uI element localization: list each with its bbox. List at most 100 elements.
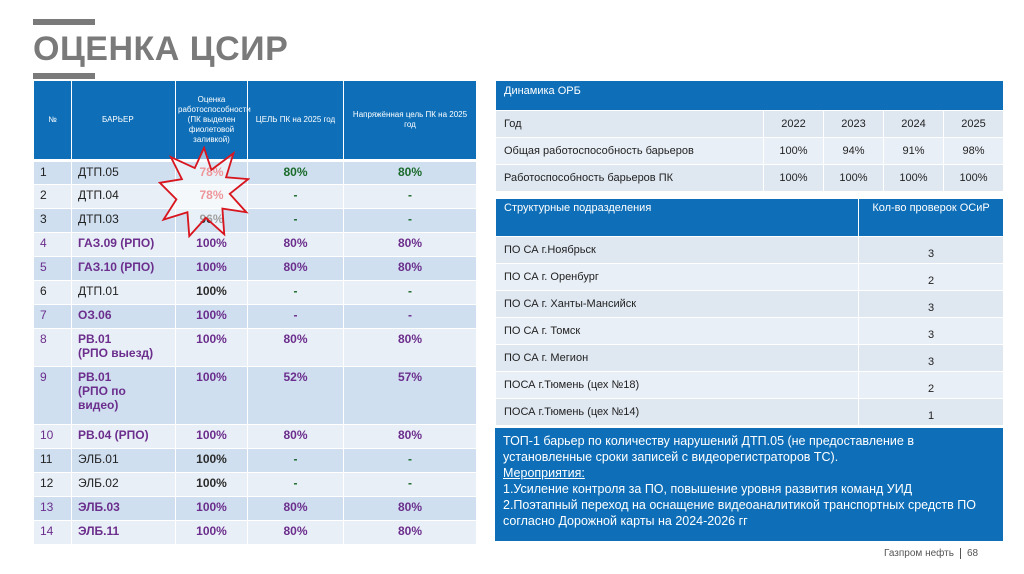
barrier-line: РВ.01 [78,370,112,384]
row-strained-goal: - [343,208,477,233]
col-barrier: БАРЬЕР [71,80,176,161]
barriers-table-header: № БАРЬЕР Оценка работоспособности (ПК вы… [33,80,477,161]
row-barrier: ДТП.05 [71,159,176,185]
row-number: 12 [33,472,72,497]
row-number: 13 [33,496,72,521]
row-goal: - [247,208,344,233]
row-strained-goal: 80% [343,520,477,545]
units-row: ПО СА г. Томск 3 [495,317,1004,345]
row-number: 5 [33,256,72,281]
highlight-star [158,146,250,238]
footer-separator [959,548,961,559]
row-number: 3 [33,208,72,233]
row-number: 14 [33,520,72,545]
orb-value: 91% [883,137,944,165]
table-row: 4 ГАЗ.09 (РПО) 100% 80% 80% [33,232,477,257]
year-2022: 2022 [763,110,824,138]
table-row: 12 ЭЛБ.02 100% - - [33,472,477,497]
orb-row-label: Работоспособность барьеров ПК [495,164,764,192]
row-score: 100% [175,280,248,305]
row-barrier: РВ.01 (РПО по видео) [71,366,176,425]
unit-name: ПО СА г.Ноябрьск [495,236,859,264]
unit-count: 3 [858,344,1004,372]
row-score: 100% [175,366,248,425]
row-score: 100% [175,448,248,473]
units-row: ПО СА г.Ноябрьск 3 [495,236,1004,264]
row-goal: 52% [247,366,344,425]
units-row: ПОСА г.Тюмень (цех №14) 1 [495,398,1004,426]
table-row: 7 ОЗ.06 100% - - [33,304,477,329]
page-title: ОЦЕНКА ЦСИР [33,30,289,68]
row-barrier: ЭЛБ.11 [71,520,176,545]
row-goal: 80% [247,424,344,449]
summary-measures-label: Мероприятия: [503,466,585,480]
row-barrier: ГАЗ.10 (РПО) [71,256,176,281]
row-number: 6 [33,280,72,305]
orb-title-row: Динамика ОРБ [494,80,1005,111]
row-score: 100% [175,256,248,281]
row-barrier: ДТП.04 [71,184,176,209]
table-row: 6 ДТП.01 100% - - [33,280,477,305]
row-barrier: ЭЛБ.01 [71,448,176,473]
row-score: 100% [175,304,248,329]
barrier-line: видео) [78,398,119,412]
orb-value: 100% [942,164,1005,192]
table-row: 13 ЭЛБ.03 100% 80% 80% [33,496,477,521]
summary-item-1: 1.Усиление контроля за ПО, повышение уро… [503,482,913,496]
barrier-line: (РПО выезд) [78,346,154,360]
row-strained-goal: 80% [343,256,477,281]
row-strained-goal: 80% [343,424,477,449]
footer-page: 68 [966,548,979,560]
row-strained-goal: 80% [343,496,477,521]
title-bar-top [33,19,95,25]
summary-item-2: 2.Поэтапный переход на оснащение видеоан… [503,498,976,528]
col-strained-goal: Напряжённая цель ПК на 2025 год [343,80,477,161]
barriers-table: № БАРЬЕР Оценка работоспособности (ПК вы… [33,80,477,545]
row-barrier: РВ.01 (РПО выезд) [71,328,176,367]
row-barrier: РВ.04 (РПО) [71,424,176,449]
table-row: 14 ЭЛБ.11 100% 80% 80% [33,520,477,545]
row-strained-goal: - [343,184,477,209]
star-shape [158,146,250,238]
row-goal: - [247,304,344,329]
row-strained-goal: - [343,472,477,497]
table-row: 11 ЭЛБ.01 100% - - [33,448,477,473]
units-row: ПО СА г. Мегион 3 [495,344,1004,372]
year-2024: 2024 [883,110,944,138]
row-goal: 80% [247,496,344,521]
orb-value: 100% [763,137,824,165]
year-2025: 2025 [942,110,1005,138]
orb-value: 94% [823,137,884,165]
row-number: 11 [33,448,72,473]
row-barrier: ОЗ.06 [71,304,176,329]
unit-name: ПОСА г.Тюмень (цех №14) [495,398,859,426]
orb-value: 100% [763,164,824,192]
unit-name: ПОСА г.Тюмень (цех №18) [495,371,859,399]
row-number: 2 [33,184,72,209]
row-goal: 80% [247,520,344,545]
row-score: 100% [175,496,248,521]
orb-row-total: Общая работоспособность барьеров 100% 94… [495,137,1005,165]
row-strained-goal: 57% [343,366,477,425]
unit-count: 3 [858,317,1004,345]
summary-top: ТОП-1 барьер по количеству нарушений ДТП… [503,434,914,464]
row-strained-goal: - [343,448,477,473]
row-barrier: ДТП.01 [71,280,176,305]
unit-name: ПО СА г. Оренбург [495,263,859,291]
table-row: 5 ГАЗ.10 (РПО) 100% 80% 80% [33,256,477,281]
orb-years-row: Год 2022 2023 2024 2025 [495,110,1005,138]
row-number: 1 [33,159,72,185]
row-number: 8 [33,328,72,367]
orb-row-label: Общая работоспособность барьеров [495,137,764,165]
row-barrier: ДТП.03 [71,208,176,233]
unit-count: 3 [858,290,1004,318]
row-number: 9 [33,366,72,425]
unit-count: 1 [858,398,1004,426]
unit-name: ПО СА г. Ханты-Мансийск [495,290,859,318]
orb-value: 100% [823,164,884,192]
row-goal: - [247,472,344,497]
units-header-count: Кол-во проверок ОСиР [858,198,1004,237]
